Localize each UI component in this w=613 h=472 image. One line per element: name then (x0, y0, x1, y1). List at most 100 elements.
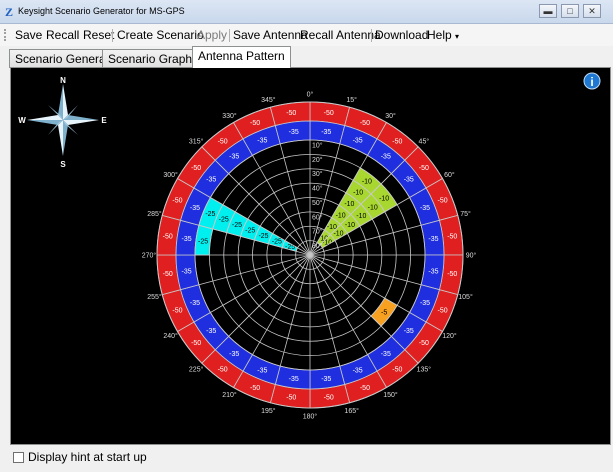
compass-w-label: W (18, 116, 26, 125)
pattern-cell-value: -10 (327, 224, 337, 231)
toolbar-grip[interactable] (4, 29, 6, 41)
info-icon[interactable]: i (583, 72, 601, 90)
reset-button[interactable]: Reset (83, 28, 115, 42)
ring-outer-value-label: -50 (172, 198, 182, 205)
ring-inner-value-label: -35 (182, 236, 192, 243)
minimize-button[interactable]: ▬ (539, 4, 557, 18)
ring-inner-value-label: -35 (289, 376, 299, 383)
ring-outer-value-label: -50 (250, 385, 260, 392)
ring-inner-value-label: -35 (420, 205, 430, 212)
azimuth-label: 75° (460, 210, 471, 218)
elevation-label: 40° (312, 185, 323, 193)
ring-inner-value-label: -35 (257, 367, 267, 374)
ring-inner-value-label: -35 (206, 177, 216, 184)
pattern-cell-value: -10 (353, 190, 363, 197)
azimuth-label: 150° (383, 391, 398, 399)
elevation-label: 30° (312, 170, 323, 178)
menu-separator (371, 29, 372, 42)
pattern-cell-value: -10 (356, 213, 366, 220)
azimuth-spoke (228, 173, 311, 256)
ring-outer-value-label: -50 (191, 165, 201, 172)
azimuth-label: 210° (222, 391, 237, 399)
azimuth-label: 90° (466, 251, 477, 259)
azimuth-spoke (228, 254, 311, 337)
apply-button[interactable]: Apply (197, 28, 228, 42)
footer-bar: Display hint at start up (0, 447, 613, 472)
pattern-cell-value: -25 (205, 211, 215, 218)
azimuth-label: 330° (222, 112, 237, 120)
recall-antenna-button[interactable]: Recall Antenna (300, 28, 381, 42)
ring-inner-value-label: -35 (381, 154, 391, 161)
elevation-label: 80° (312, 242, 323, 250)
azimuth-label: 225° (189, 365, 204, 373)
azimuth-label: 135° (417, 365, 432, 373)
display-hint-checkbox[interactable] (13, 452, 24, 463)
ring-outer-value-label: -50 (438, 307, 448, 314)
azimuth-label: 15° (346, 96, 357, 104)
azimuth-label: 60° (444, 171, 455, 179)
ring-outer-value-label: -50 (218, 139, 228, 146)
antenna-pattern-plot[interactable]: N S E W i -50 -35 -50 -35 -50 -35 -50 -35 -50 -35… (11, 68, 612, 446)
azimuth-spoke (309, 254, 368, 355)
save-antenna-button[interactable]: Save Antenna (233, 28, 308, 42)
azimuth-label: 195° (261, 407, 276, 415)
azimuth-label: 270° (142, 251, 157, 259)
azimuth-spoke (309, 143, 341, 256)
ring-outer-value-label: -50 (172, 307, 182, 314)
pattern-cell-value: -25 (258, 233, 268, 240)
ring-inner-value-label: -35 (381, 351, 391, 358)
z-logo-icon: Z (5, 5, 14, 19)
ring-outer-value-label: -50 (419, 165, 429, 172)
svg-text:i: i (590, 75, 593, 89)
ring-inner-value-label: -35 (289, 129, 299, 136)
tab-scenario-generator[interactable]: Scenario Generator (9, 49, 126, 68)
elevation-label: 10° (312, 141, 323, 149)
azimuth-spoke (210, 197, 311, 256)
create-scenario-button[interactable]: Create Scenario (117, 28, 204, 42)
ring-outer-value-label: -50 (419, 340, 429, 347)
ring-outer-value-label: -50 (250, 120, 260, 127)
tab-bar: Scenario Generator Scenario Graphics Ant… (0, 46, 613, 68)
compass-rose-icon: N S E W (18, 76, 107, 169)
compass-n-label: N (60, 76, 66, 85)
elevation-label: 50° (312, 199, 323, 207)
pattern-cell-value: -10 (333, 231, 343, 238)
elevation-label: 20° (312, 156, 323, 164)
help-menu[interactable]: Help ▾ (427, 28, 459, 42)
pattern-cell-value: -25 (245, 228, 255, 235)
elevation-label: 70° (312, 228, 323, 236)
ring-inner-value-label: -35 (428, 236, 438, 243)
pattern-cell-value: -10 (336, 213, 346, 220)
ring-outer-value-label: -50 (447, 271, 457, 278)
azimuth-spoke (309, 254, 410, 313)
ring-outer-value-label: -50 (447, 234, 457, 241)
download-button[interactable]: Download (375, 28, 429, 42)
ring-inner-value-label: -35 (229, 351, 239, 358)
ring-outer-value-label: -50 (392, 366, 402, 373)
save-button[interactable]: Save (15, 28, 43, 42)
ring-inner-value-label: -35 (353, 137, 363, 144)
azimuth-spoke (309, 173, 392, 256)
pattern-cell-value: -25 (219, 217, 229, 224)
pattern-cell-value: -25 (272, 239, 282, 246)
ring-inner-value-label: -35 (428, 269, 438, 276)
ring-outer-value-label: -50 (191, 340, 201, 347)
ring-inner-value-label: -35 (190, 300, 200, 307)
azimuth-spoke (252, 155, 311, 256)
azimuth-spoke (309, 224, 422, 256)
maximize-button[interactable]: □ (561, 4, 579, 18)
ring-outer-value-label: -50 (324, 395, 334, 402)
azimuth-label: 120° (442, 332, 457, 340)
tab-antenna-pattern[interactable]: Antenna Pattern (192, 46, 291, 68)
antenna-pattern-panel: N S E W i -50 -35 -50 -35 -50 -35 -50 -35 -50 -35… (10, 67, 611, 445)
azimuth-spoke (309, 254, 341, 367)
ring-inner-value-label: -35 (229, 154, 239, 161)
azimuth-label: 255° (147, 293, 162, 301)
recall-button[interactable]: Recall (46, 28, 80, 42)
elevation-label: 60° (312, 213, 323, 221)
close-button[interactable]: ✕ (583, 4, 601, 18)
azimuth-label: 240° (163, 332, 178, 340)
polar-grid: -50-35-50-35 -50-35-50-35-50-35-50-35-50-… (142, 90, 477, 420)
pattern-cell-value: -10 (362, 178, 372, 185)
tab-scenario-graphics[interactable]: Scenario Graphics (102, 49, 213, 68)
